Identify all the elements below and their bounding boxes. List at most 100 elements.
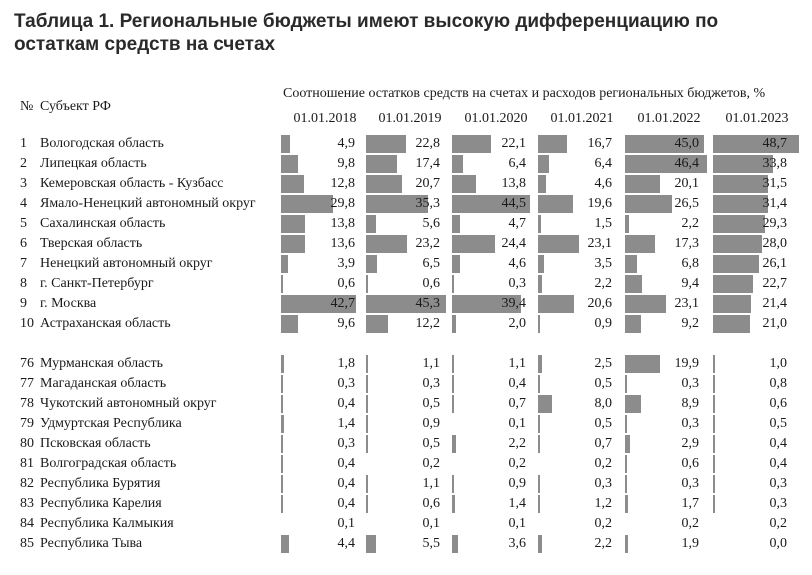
- value-bar: [366, 175, 403, 193]
- row-number: 3: [20, 176, 27, 191]
- value-bar: [713, 175, 769, 193]
- value-bar: [366, 315, 388, 333]
- value-bar: [281, 395, 283, 413]
- value-label: 0,2: [594, 516, 613, 531]
- value-label: 0,0: [769, 536, 788, 551]
- value-label: 23,2: [415, 236, 441, 251]
- value-bar: [366, 495, 368, 513]
- value-label: 0,5: [769, 416, 788, 431]
- value-bar: [713, 295, 751, 313]
- value-bar: [366, 395, 368, 413]
- value-label: 19,9: [674, 356, 700, 371]
- value-bar: [452, 475, 454, 493]
- row-number: 76: [20, 356, 34, 371]
- value-bar: [713, 435, 715, 453]
- value-bar: [366, 275, 368, 293]
- value-label: 13,6: [330, 236, 356, 251]
- value-bar: [452, 435, 456, 453]
- value-bar: [538, 395, 553, 413]
- value-label: 2,5: [594, 356, 613, 371]
- value-label: 0,6: [681, 456, 700, 471]
- value-label: 0,3: [508, 276, 527, 291]
- value-label: 9,2: [681, 316, 700, 331]
- value-bar: [625, 295, 666, 313]
- value-label: 8,0: [594, 396, 613, 411]
- value-label: 0,6: [337, 276, 356, 291]
- value-label: 0,2: [681, 516, 700, 531]
- value-label: 3,6: [508, 536, 527, 551]
- value-label: 2,2: [594, 536, 613, 551]
- region-name: Ненецкий автономный округ: [40, 256, 213, 271]
- region-name: Псковская область: [40, 436, 151, 451]
- value-bar: [281, 415, 284, 433]
- value-label: 0,3: [769, 496, 788, 511]
- value-label: 20,1: [674, 176, 700, 191]
- value-bar: [538, 495, 541, 513]
- value-bar: [538, 275, 542, 293]
- value-label: 0,1: [422, 516, 441, 531]
- region-name: Ямало-Ненецкий автономный округ: [40, 196, 256, 211]
- value-label: 0,4: [769, 436, 788, 451]
- value-bar: [281, 455, 283, 473]
- value-label: 1,2: [594, 496, 613, 511]
- region-name: Республика Тыва: [40, 536, 143, 551]
- region-name: Астраханская область: [40, 316, 171, 331]
- value-bar: [538, 175, 547, 193]
- value-label: 0,6: [422, 276, 441, 291]
- value-bar: [452, 315, 456, 333]
- value-label: 3,9: [337, 256, 356, 271]
- value-label: 26,1: [762, 256, 788, 271]
- value-label: 0,4: [337, 496, 356, 511]
- value-bar: [625, 495, 628, 513]
- value-label: 6,5: [422, 256, 441, 271]
- value-bar: [625, 355, 660, 373]
- region-name: Вологодская область: [40, 136, 164, 151]
- number-column-header: №: [20, 99, 34, 114]
- value-bar: [625, 195, 672, 213]
- value-bar: [452, 295, 522, 313]
- value-label: 0,3: [681, 416, 700, 431]
- value-bar: [538, 135, 568, 153]
- value-label: 0,4: [337, 476, 356, 491]
- value-bar: [281, 375, 283, 393]
- value-bar: [538, 235, 579, 253]
- value-bar: [366, 435, 368, 453]
- value-label: 0,3: [422, 376, 441, 391]
- value-bar: [625, 175, 661, 193]
- value-label: 0,1: [508, 416, 527, 431]
- value-bar: [713, 275, 753, 293]
- value-label: 1,7: [681, 496, 700, 511]
- year-header: 01.01.2023: [725, 111, 789, 126]
- value-label: 0,5: [594, 416, 613, 431]
- value-label: 0,2: [769, 516, 788, 531]
- value-label: 0,3: [681, 376, 700, 391]
- value-bar: [625, 235, 656, 253]
- value-bar: [625, 435, 631, 453]
- value-label: 35,3: [415, 196, 441, 211]
- region-name: Мурманская область: [40, 356, 164, 371]
- region-name: Чукотский автономный округ: [40, 396, 217, 411]
- value-label: 0,5: [422, 436, 441, 451]
- value-label: 0,3: [337, 376, 356, 391]
- value-bar: [366, 255, 378, 273]
- value-label: 4,7: [508, 216, 527, 231]
- value-bar: [281, 535, 289, 553]
- region-name: Удмуртская Республика: [40, 416, 182, 431]
- year-header: 01.01.2018: [293, 111, 357, 126]
- value-label: 21,4: [762, 296, 788, 311]
- value-bar: [281, 495, 283, 513]
- value-label: 0,6: [422, 496, 441, 511]
- value-label: 4,9: [337, 136, 356, 151]
- value-label: 0,8: [769, 376, 788, 391]
- value-bar: [713, 415, 715, 433]
- value-bar: [538, 315, 540, 333]
- value-bar: [538, 415, 540, 433]
- value-bar: [625, 135, 705, 153]
- value-label: 9,4: [681, 276, 700, 291]
- value-label: 23,1: [674, 296, 700, 311]
- value-bar: [452, 395, 454, 413]
- year-header: 01.01.2019: [378, 111, 442, 126]
- value-label: 0,7: [594, 436, 613, 451]
- row-number: 85: [20, 536, 34, 551]
- value-bar: [625, 275, 642, 293]
